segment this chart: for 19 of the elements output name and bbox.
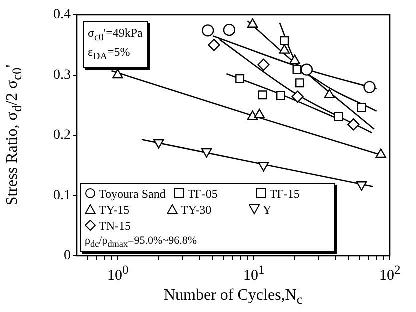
x-tick-label: 10$^{1}$ bbox=[243, 263, 265, 284]
y-tick-label: 0.4 bbox=[54, 8, 71, 23]
annotation: ε$_{DA}$=5% bbox=[88, 45, 132, 63]
legend-label: TY-30 bbox=[180, 203, 213, 218]
legend-label: Y bbox=[262, 203, 273, 218]
annotation: ρ$_{dc}$/ρ$_{dmax}$=95.0%~96.8% bbox=[85, 235, 198, 250]
y-tick-label: 0.2 bbox=[54, 128, 71, 144]
x-tick-label: 10$^{2}$ bbox=[380, 263, 401, 284]
y-tick-label: 0.3 bbox=[54, 68, 71, 83]
y-tick-label: 0 bbox=[64, 248, 71, 264]
legend-label: TF-05 bbox=[186, 187, 219, 202]
x-axis-title: Number of Cycles,N$_{c}$ bbox=[164, 287, 303, 308]
legend-label: TY-15 bbox=[98, 203, 131, 218]
legend-label: TN-15 bbox=[98, 219, 132, 234]
x-tick-label: 10$^{0}$ bbox=[107, 263, 129, 284]
y-tick-label: 0.1 bbox=[54, 188, 71, 204]
legend-label: TF-15 bbox=[268, 187, 301, 202]
annotation: σ$_{c0}$'=49kPa bbox=[88, 26, 143, 44]
legend-label: Toyoura Sand bbox=[98, 187, 166, 202]
